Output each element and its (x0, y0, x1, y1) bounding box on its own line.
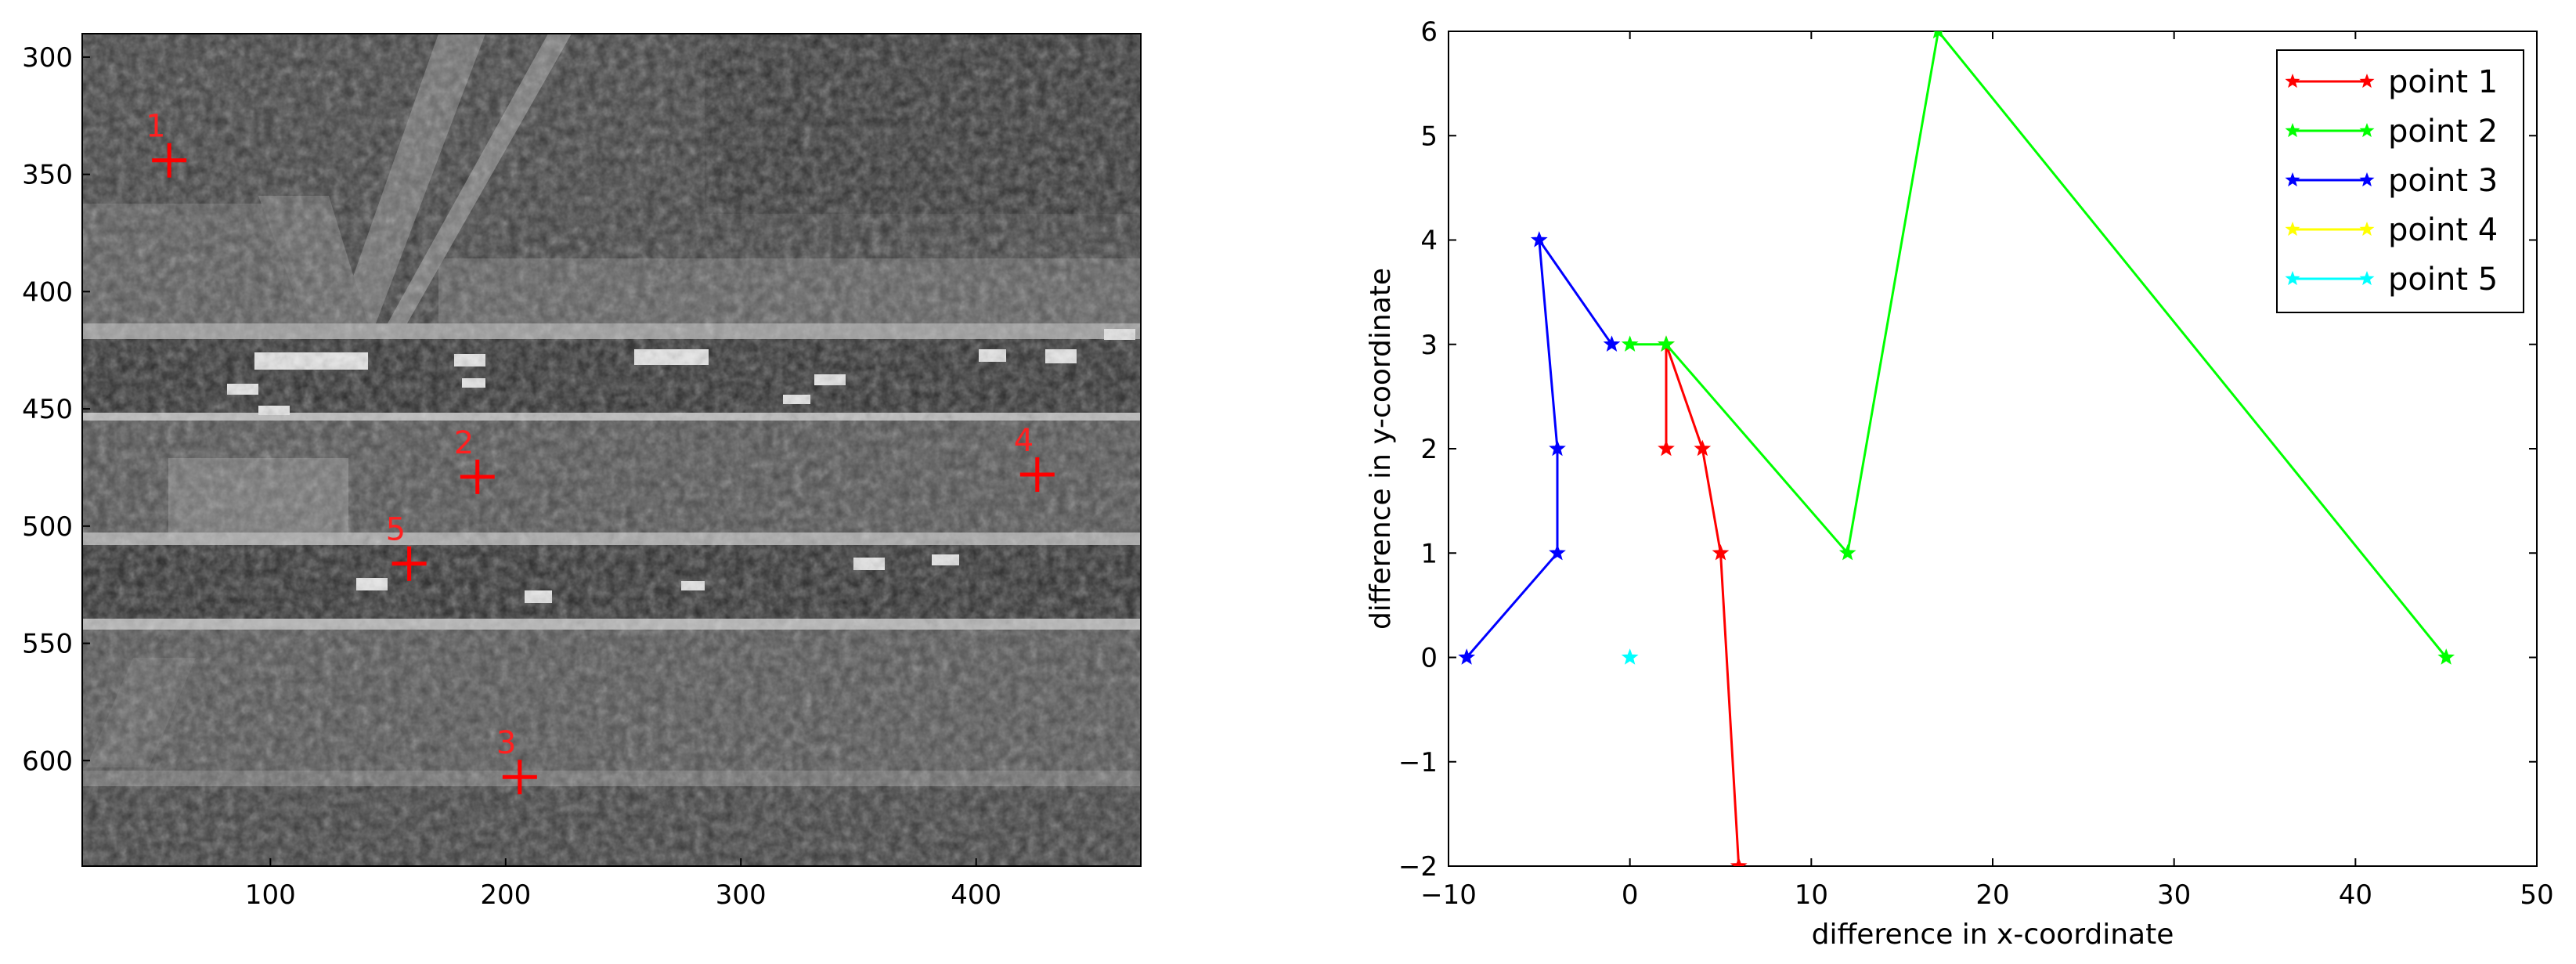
legend-marker-1 (2285, 74, 2300, 88)
marker-label-5: 5 (386, 512, 406, 548)
x-tick-label: −10 (1420, 879, 1477, 911)
image-y-tick-label: 550 (22, 629, 73, 660)
series-1-point (1694, 439, 1712, 457)
marker-label-3: 3 (496, 725, 516, 761)
image-axes: 300 350 400 450 500 550 600 100 200 300 400 (22, 42, 1001, 911)
image-y-tick-label: 500 (22, 511, 73, 543)
y-tick-label: 1 (1420, 538, 1438, 569)
y-tick-label: 6 (1420, 16, 1438, 48)
legend-marker-2-end (2359, 123, 2375, 138)
series-3-point (1603, 335, 1621, 352)
series-3-point (1458, 648, 1476, 665)
y-tick-label: −1 (1398, 747, 1438, 778)
chart-legend: point 1 point 2 point 3 point 4 point 5 (2276, 49, 2524, 313)
aerial-photo (82, 34, 1141, 866)
series-2-point (1838, 543, 1856, 561)
legend-entry-4: point 4 (2388, 212, 2498, 248)
legend-entry-2: point 2 (2388, 114, 2498, 150)
x-tick-label: 40 (2339, 879, 2372, 911)
image-x-tick-label: 400 (951, 879, 1001, 911)
series-2-point (1658, 335, 1675, 352)
series-2-point (2437, 648, 2455, 665)
legend-marker-2 (2285, 123, 2300, 138)
image-x-tick-label: 200 (480, 879, 531, 911)
series-1-point (1730, 857, 1748, 866)
aerial-image-panel: 300 350 400 450 500 550 600 100 200 300 400 1 2 3 4 5 (22, 33, 1142, 911)
series-3-point (1549, 439, 1566, 457)
series-2-point (1932, 31, 1944, 39)
y-tick-label: 2 (1420, 434, 1438, 465)
legend-marker-4-end (2359, 222, 2375, 236)
x-tick-label: 10 (1795, 879, 1828, 911)
image-x-tick-label: 300 (716, 879, 767, 911)
y-tick-label: −2 (1398, 851, 1438, 883)
series-1-point (1658, 439, 1675, 457)
y-tick-label: 5 (1420, 121, 1438, 152)
legend-marker-4 (2285, 222, 2300, 236)
image-markers: 1 2 3 4 5 (146, 109, 1055, 795)
image-y-tick-label: 400 (22, 276, 73, 308)
y-tick-label: 4 (1420, 226, 1438, 257)
series-3-point (1549, 543, 1566, 561)
y-tick-label: 3 (1420, 330, 1438, 361)
image-y-tick-label: 600 (22, 746, 73, 777)
x-tick-label: 0 (1622, 879, 1639, 911)
chart-series (1458, 31, 2455, 866)
marker-label-1: 1 (146, 109, 165, 145)
legend-entry-3: point 3 (2388, 163, 2498, 199)
series-2-point (1621, 335, 1639, 352)
series-3-point (1530, 231, 1548, 247)
marker-label-2: 2 (454, 425, 474, 461)
image-y-tick-label: 300 (22, 42, 73, 74)
legend-marker-3-end (2359, 172, 2375, 187)
legend-marker-1-end (2359, 74, 2375, 88)
legend-marker-3 (2285, 172, 2300, 187)
image-frame (81, 33, 1142, 867)
marker-label-4: 4 (1014, 423, 1034, 459)
y-axis-label: difference in y-coordinate (1365, 268, 1397, 630)
x-tick-label: 50 (2520, 879, 2553, 911)
legend-entry-1: point 1 (2388, 64, 2498, 100)
image-x-tick-label: 100 (245, 879, 296, 911)
x-tick-label: 30 (2157, 879, 2191, 911)
image-y-tick-label: 350 (22, 160, 73, 191)
legend-marker-5-end (2359, 271, 2375, 286)
legend-marker-5 (2285, 271, 2300, 286)
x-tick-label: 20 (1975, 879, 2009, 911)
legend-entry-5: point 5 (2388, 262, 2498, 298)
y-tick-label: 0 (1420, 643, 1438, 674)
series-5-point (1621, 648, 1639, 665)
image-y-tick-label: 450 (22, 394, 73, 425)
series-1-point (1712, 543, 1730, 561)
x-axis-label: difference in x-coordinate (1812, 919, 2174, 951)
